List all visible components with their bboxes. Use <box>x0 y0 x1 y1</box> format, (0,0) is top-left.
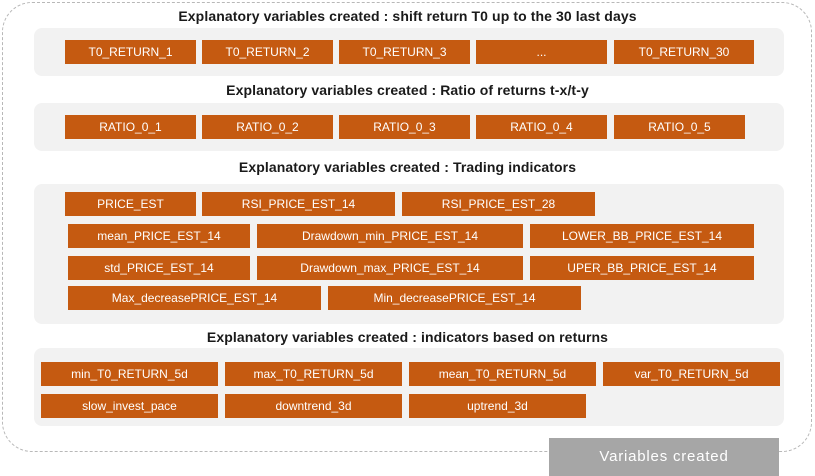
variable-box: mean_PRICE_EST_14 <box>68 224 250 248</box>
variable-box: std_PRICE_EST_14 <box>68 256 250 280</box>
outer-dashed-frame <box>2 2 812 452</box>
variable-box: T0_RETURN_2 <box>202 40 333 64</box>
variable-box: RATIO_0_2 <box>202 115 333 139</box>
variable-box: T0_RETURN_1 <box>65 40 196 64</box>
variable-box: max_T0_RETURN_5d <box>225 362 402 386</box>
variable-box: Drawdown_max_PRICE_EST_14 <box>257 256 523 280</box>
variable-box: ... <box>476 40 607 64</box>
variable-box: RATIO_0_5 <box>614 115 745 139</box>
variable-box: T0_RETURN_30 <box>614 40 754 64</box>
variable-box: Max_decreasePRICE_EST_14 <box>68 286 321 310</box>
variable-box: min_T0_RETURN_5d <box>41 362 218 386</box>
variable-box: RATIO_0_4 <box>476 115 607 139</box>
section-4-heading: Explanatory variables created : indicato… <box>206 329 609 345</box>
variable-box: T0_RETURN_3 <box>339 40 470 64</box>
legend-variables-created: Variables created <box>549 438 779 476</box>
section-2-heading: Explanatory variables created : Ratio of… <box>226 82 589 98</box>
variable-box: uptrend_3d <box>409 394 586 418</box>
variable-box: Drawdown_min_PRICE_EST_14 <box>257 224 523 248</box>
variable-box: var_T0_RETURN_5d <box>603 362 780 386</box>
variable-box: Min_decreasePRICE_EST_14 <box>328 286 581 310</box>
section-3-heading: Explanatory variables created : Trading … <box>238 159 577 175</box>
variable-box: slow_invest_pace <box>41 394 218 418</box>
variable-box: RATIO_0_1 <box>65 115 196 139</box>
variable-box: RSI_PRICE_EST_14 <box>202 192 395 216</box>
variable-box: PRICE_EST <box>65 192 196 216</box>
variable-box: LOWER_BB_PRICE_EST_14 <box>530 224 754 248</box>
section-1-heading: Explanatory variables created : shift re… <box>178 8 637 24</box>
variable-box: RATIO_0_3 <box>339 115 470 139</box>
variable-box: downtrend_3d <box>225 394 402 418</box>
variable-box: UPER_BB_PRICE_EST_14 <box>530 256 754 280</box>
variable-box: RSI_PRICE_EST_28 <box>402 192 595 216</box>
variable-box: mean_T0_RETURN_5d <box>409 362 596 386</box>
